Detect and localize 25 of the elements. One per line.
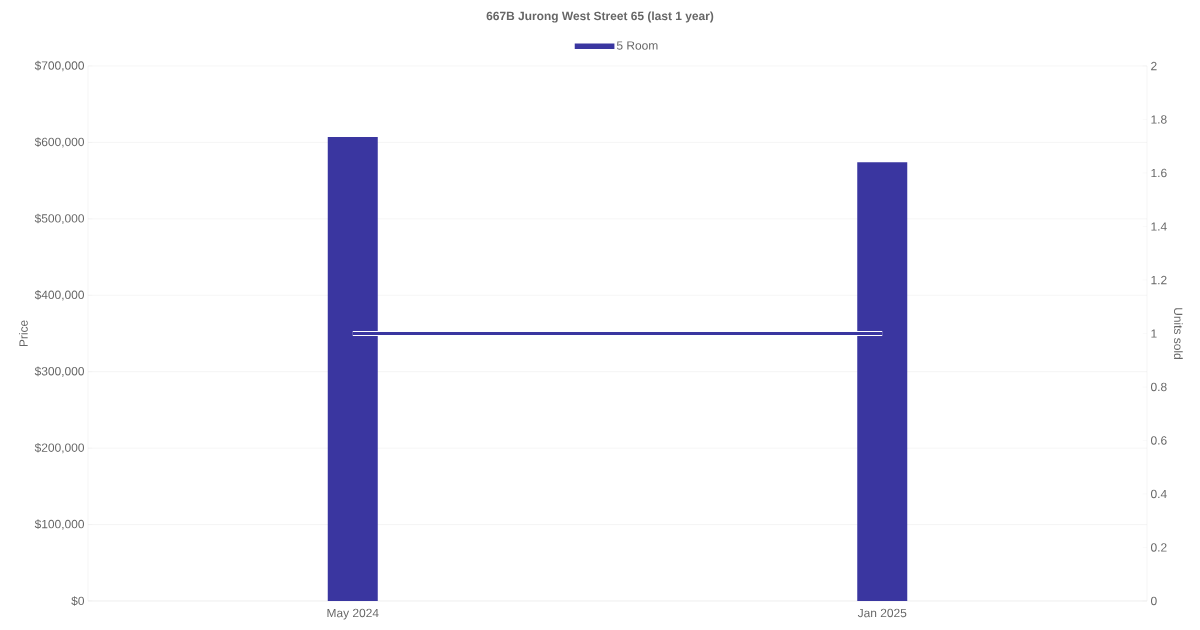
y2-tick-label: 0 <box>1150 596 1157 606</box>
y-tick-label: $400,000 <box>34 290 85 301</box>
y-tick-label: $100,000 <box>34 519 85 530</box>
chart-title: 667B Jurong West Street 65 (last 1 year) <box>486 11 714 23</box>
x-tick-label: Jan 2025 <box>857 608 907 618</box>
y2-tick-label: 1.2 <box>1151 275 1167 285</box>
y-tick-label: $300,000 <box>34 366 85 377</box>
x-tick-label: May 2024 <box>327 608 379 620</box>
y2-tick-label: 1.6 <box>1151 168 1167 178</box>
y-tick-label: $600,000 <box>34 137 85 148</box>
y2-tick-label: 1.4 <box>1151 222 1167 231</box>
y2-tick-label: 0.4 <box>1150 489 1167 499</box>
y-tick-label: $200,000 <box>34 442 85 454</box>
y2-tick-label: 2 <box>1151 61 1157 71</box>
y-tick-label: $0 <box>71 596 85 606</box>
y-axis-title: Price <box>19 320 28 347</box>
y2-tick-label: 1 <box>1151 329 1157 338</box>
y2-tick-label: 0.8 <box>1150 382 1167 392</box>
y2-tick-label: 1.8 <box>1151 115 1167 124</box>
y-tick-label: $700,000 <box>34 60 85 72</box>
y2-tick-label: 0.6 <box>1150 436 1167 445</box>
y2-axis-title: Units sold <box>1173 308 1183 359</box>
y2-tick-label: 0.2 <box>1150 543 1167 552</box>
y-tick-label: $500,000 <box>34 213 85 225</box>
legend-label: 5 Room <box>616 41 658 50</box>
